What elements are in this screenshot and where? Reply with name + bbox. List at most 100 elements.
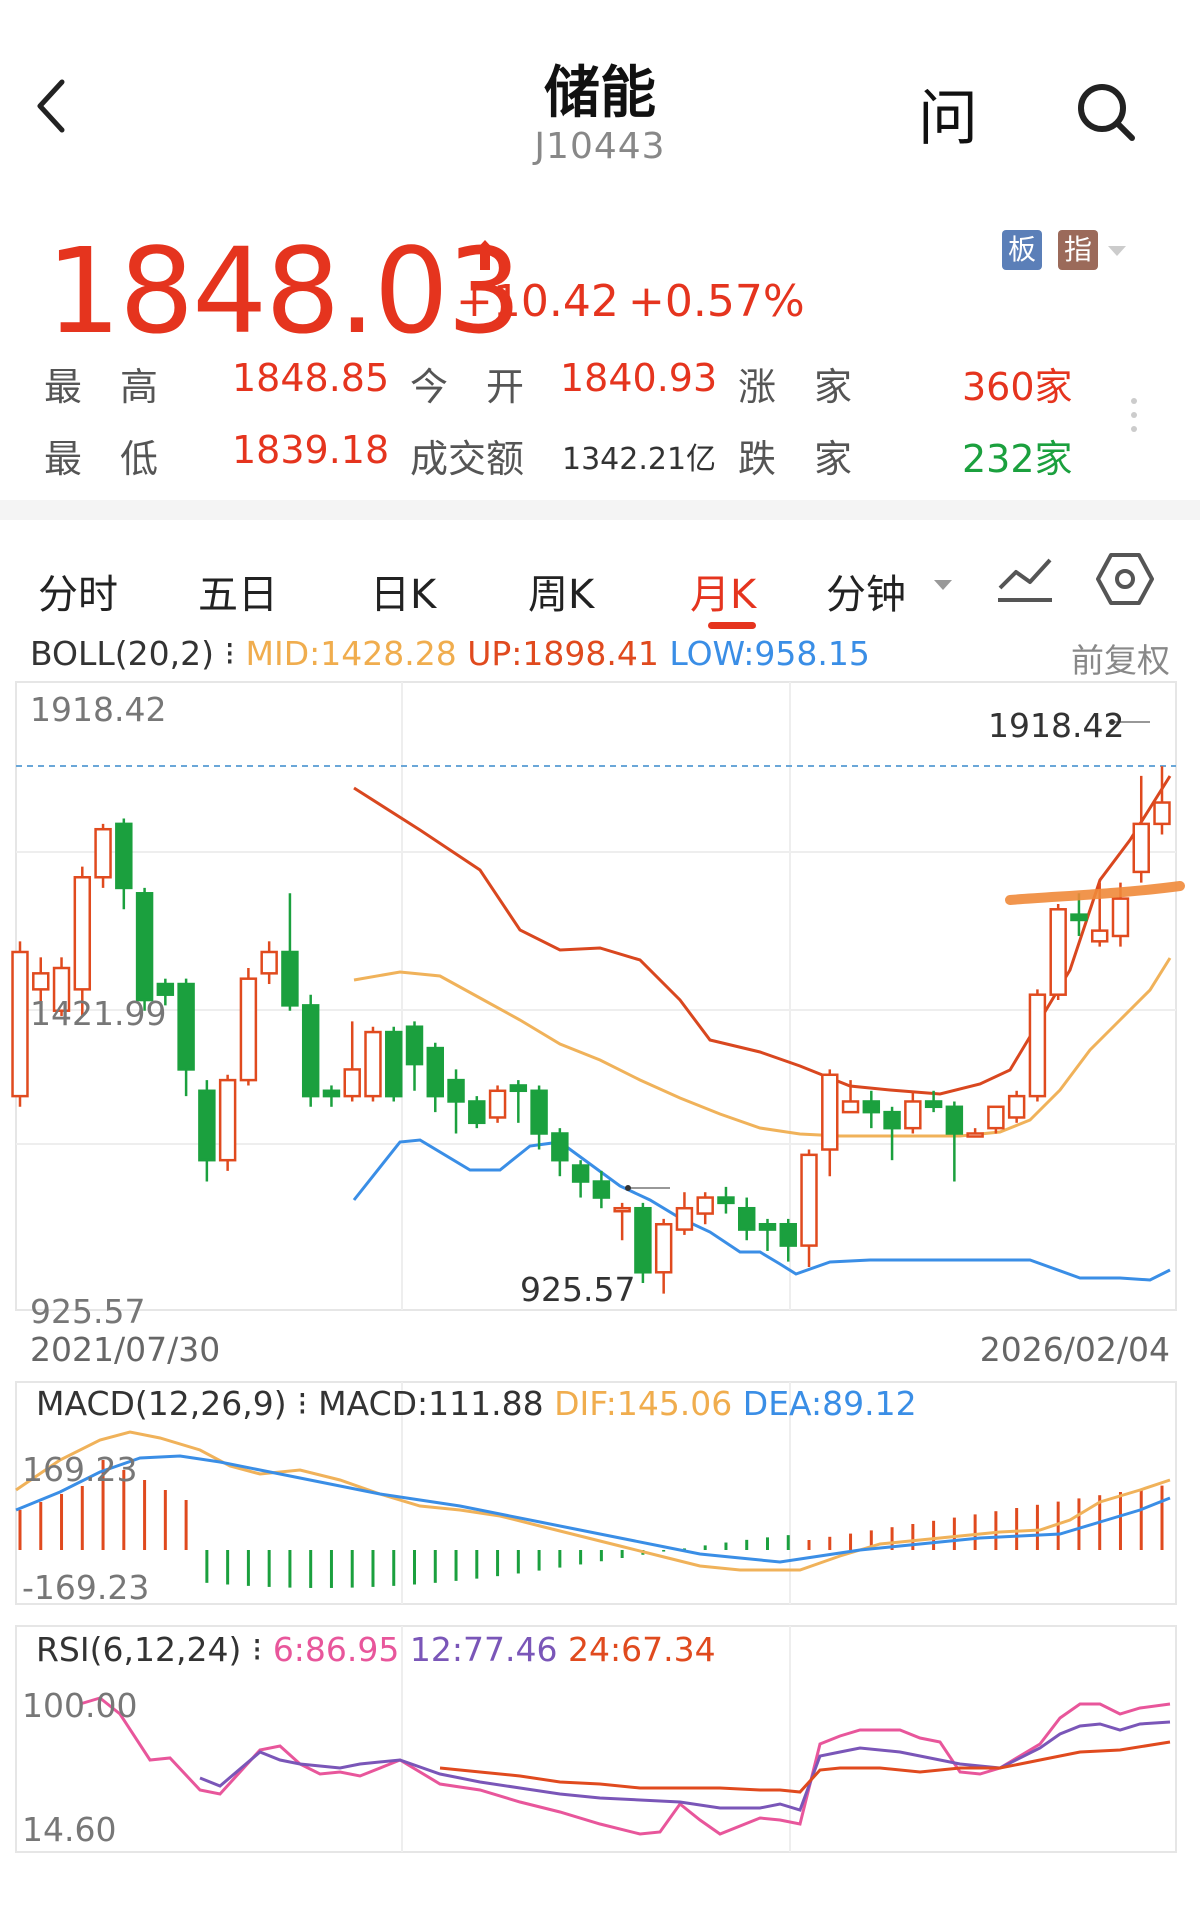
low-value: 1839.18 [232,428,390,472]
boll-legend[interactable]: BOLL(20,2) ⁝ MID:1428.28 UP:1898.41 LOW:… [30,634,870,673]
candle-body [883,1110,901,1130]
candle-body [987,1105,1005,1130]
adjust-mode[interactable]: 前复权 [1071,641,1170,680]
candle-body [385,1030,403,1098]
candle-body [426,1046,444,1098]
boll-upper-line [353,775,1172,1096]
board-tag[interactable]: 板 [1002,230,1042,270]
candle-body [945,1105,964,1135]
macd-chart[interactable] [0,1380,1200,1610]
active-tab-indicator [708,622,756,629]
candle-body [841,1100,860,1114]
advancers-value: 360家 [962,365,1073,409]
price-change-percent: +0.57% [628,276,805,327]
macd-dots: ⁝ [297,1384,319,1423]
tab-daily-k[interactable]: 日K [370,572,437,618]
amount-value: 1342.21亿 [562,442,717,477]
dif-line [15,1430,1171,1572]
rsi-title: RSI(6,12,24) [36,1630,242,1669]
candle-body [821,1073,839,1151]
rsi12-line [199,1720,1171,1812]
candle-body [239,977,258,1082]
period-tabs: 分时 五日 日K 周K 月K 分钟 [0,520,1200,630]
low-label: 最 低 [44,437,159,481]
more-icon[interactable] [1128,394,1140,444]
rsi6-value: 6:86.95 [272,1630,400,1669]
candle-body [530,1089,548,1135]
macd-value: MACD:111.88 [318,1384,544,1423]
top-nav-bar: 储能 J10443 问 [0,0,1200,180]
rsi-legend[interactable]: RSI(6,12,24) ⁝ 6:86.95 12:77.46 24:67.34 [36,1630,716,1669]
candle-body [571,1164,590,1183]
settings-icon[interactable] [1096,550,1154,608]
candle-body [1090,929,1109,943]
candle-body [1153,801,1171,826]
candle-body [1049,908,1067,996]
y-axis-top-label: 1918.42 [30,690,167,729]
macd-legend[interactable]: MACD(12,26,9) ⁝ MACD:111.88 DIF:145.06 D… [36,1384,917,1423]
candle-body [1132,822,1150,874]
candle-body [717,1196,735,1205]
candle-body [52,966,71,1012]
arrow-up-icon [472,240,498,270]
boll-mid: MID:1428.28 [245,634,457,673]
candle-body [218,1078,237,1162]
tab-intraday[interactable]: 分时 [38,572,118,618]
boll-up: UP:1898.41 [467,634,659,673]
boll-mid-line [353,957,1172,1138]
min-price-annotation: 925.57 [520,1270,636,1309]
candle-body [758,1222,777,1231]
boll-title: BOLL(20,2) [30,634,215,673]
back-button[interactable] [32,78,82,138]
tab-monthly-k[interactable]: 月K [690,572,757,618]
tab-five-day[interactable]: 五日 [198,572,278,618]
candle-body [115,822,133,890]
rsi-y-bottom-label: 14.60 [22,1810,117,1849]
rsi24-line [439,1740,1171,1794]
candle-body [924,1100,943,1109]
rsi24-value: 24:67.34 [568,1630,716,1669]
high-value: 1848.85 [232,356,390,400]
candle-body [634,1206,652,1274]
caret-down-icon[interactable] [934,580,952,590]
candle-body [800,1153,818,1247]
candlestick-chart[interactable] [0,680,1200,1320]
advancers-label: 涨 家 [738,365,853,409]
candle-body [613,1206,631,1213]
chevron-left-icon [37,79,65,133]
price-change: +10.42 [456,276,619,327]
dea-value: DEA:89.12 [742,1384,917,1423]
decliners-value: 232家 [962,437,1073,481]
candle-body [551,1132,569,1162]
boll-dots: ⁝ [224,634,246,673]
boll-low: LOW:958.15 [669,634,870,673]
ask-button[interactable]: 问 [918,84,978,154]
rsi-dots: ⁝ [251,1630,273,1669]
candle-body [468,1100,486,1125]
candle-body [11,950,29,1098]
caret-down-icon[interactable] [1108,246,1126,256]
index-code: J10443 [534,126,666,167]
candle-body [509,1084,528,1093]
high-label: 最 高 [44,365,159,409]
search-button[interactable] [1074,80,1138,144]
tab-minute[interactable]: 分钟 [826,572,906,618]
rsi12-value: 12:77.46 [409,1630,558,1669]
index-tag[interactable]: 指 [1058,230,1098,270]
hand-drawn-support-line [1005,881,1185,905]
macd-title: MACD(12,26,9) [36,1384,287,1423]
draw-line-icon[interactable] [996,550,1054,604]
candle-body [343,1068,361,1098]
candle-body [322,1089,341,1098]
candle-body [364,1030,382,1098]
candle-body [1028,993,1047,1098]
tab-weekly-k[interactable]: 周K [528,572,595,618]
candle-body [447,1078,465,1103]
page-title: 储能 [544,61,656,126]
rsi-chart[interactable] [0,1624,1200,1858]
dea-line [15,1454,1171,1564]
quote-panel: 1848.03 +10.42 +0.57% 板 指 最 高 1848.85 今 … [0,180,1200,500]
candle-body [654,1222,673,1274]
dif-value: DIF:145.06 [554,1384,733,1423]
candle-body [1070,913,1088,922]
